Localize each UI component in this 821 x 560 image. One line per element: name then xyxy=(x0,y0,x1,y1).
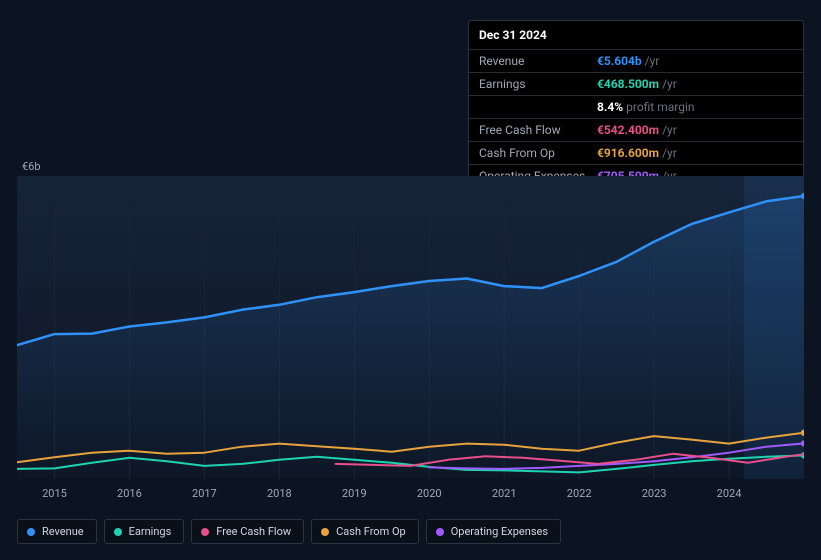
legend: Revenue Earnings Free Cash Flow Cash From O… xyxy=(17,519,561,544)
legend-label: Earnings xyxy=(129,525,172,538)
info-label xyxy=(479,100,597,114)
info-label: Earnings xyxy=(479,77,597,91)
x-tick: 2018 xyxy=(267,487,292,500)
x-tick: 2022 xyxy=(567,487,592,500)
y-tick-top: €6b xyxy=(22,160,41,173)
info-value: €5.604b/yr xyxy=(597,54,659,68)
info-row: Free Cash Flow€542.400m/yr xyxy=(469,119,803,142)
x-tick: 2021 xyxy=(492,487,517,500)
info-row: 8.4%profit margin xyxy=(469,96,803,119)
x-tick: 2024 xyxy=(717,487,742,500)
info-value: €916.600m/yr xyxy=(597,146,677,160)
legend-item[interactable]: Free Cash Flow xyxy=(191,519,304,544)
info-row: Earnings€468.500m/yr xyxy=(469,73,803,96)
info-box: Dec 31 2024 Revenue€5.604b/yrEarnings€46… xyxy=(468,20,804,188)
legend-label: Operating Expenses xyxy=(451,525,548,538)
info-value: 8.4%profit margin xyxy=(597,100,695,114)
info-row: Cash From Op€916.600m/yr xyxy=(469,142,803,165)
info-value: €542.400m/yr xyxy=(597,123,677,137)
legend-label: Revenue xyxy=(42,525,84,538)
x-tick: 2020 xyxy=(417,487,442,500)
info-rows: Revenue€5.604b/yrEarnings€468.500m/yr8.4… xyxy=(469,50,803,187)
chart-svg xyxy=(17,176,804,479)
legend-item[interactable]: Operating Expenses xyxy=(426,519,561,544)
legend-item[interactable]: Cash From Op xyxy=(311,519,419,544)
info-label: Free Cash Flow xyxy=(479,123,597,137)
x-tick: 2015 xyxy=(42,487,67,500)
legend-label: Free Cash Flow xyxy=(216,525,291,538)
x-tick: 2016 xyxy=(117,487,142,500)
x-tick: 2023 xyxy=(642,487,667,500)
legend-dot-icon xyxy=(114,528,122,536)
x-tick: 2019 xyxy=(342,487,367,500)
root: Dec 31 2024 Revenue€5.604b/yrEarnings€46… xyxy=(0,0,821,560)
info-value: €468.500m/yr xyxy=(597,77,677,91)
legend-dot-icon xyxy=(436,528,444,536)
legend-dot-icon xyxy=(321,528,329,536)
legend-dot-icon xyxy=(201,528,209,536)
chart-area[interactable] xyxy=(17,176,804,479)
x-tick: 2017 xyxy=(192,487,217,500)
info-row: Revenue€5.604b/yr xyxy=(469,50,803,73)
legend-label: Cash From Op xyxy=(336,525,406,538)
info-date: Dec 31 2024 xyxy=(469,21,803,50)
info-label: Cash From Op xyxy=(479,146,597,160)
legend-item[interactable]: Revenue xyxy=(17,519,97,544)
legend-item[interactable]: Earnings xyxy=(104,519,185,544)
legend-dot-icon xyxy=(27,528,35,536)
info-label: Revenue xyxy=(479,54,597,68)
